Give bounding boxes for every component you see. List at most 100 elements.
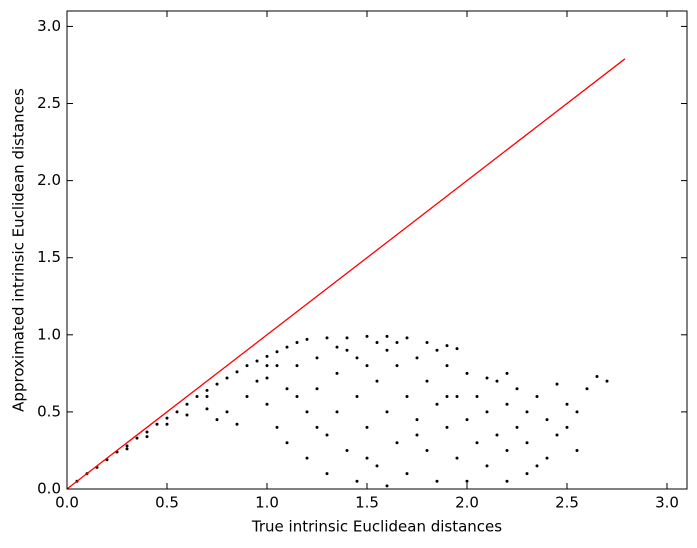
point: [275, 364, 279, 368]
point: [435, 479, 439, 483]
point: [395, 441, 399, 445]
point: [445, 425, 449, 429]
point: [295, 394, 299, 398]
point: [255, 359, 259, 363]
point: [575, 410, 579, 414]
point: [375, 379, 379, 383]
point: [575, 448, 579, 452]
point: [595, 374, 599, 378]
point: [265, 402, 269, 406]
point: [505, 402, 509, 406]
point: [185, 402, 189, 406]
point: [195, 394, 199, 398]
point: [585, 387, 589, 391]
point: [215, 418, 219, 422]
point: [305, 456, 309, 460]
point: [445, 344, 449, 348]
point: [295, 341, 299, 345]
point: [315, 425, 319, 429]
point: [265, 364, 269, 368]
point: [275, 425, 279, 429]
point: [475, 394, 479, 398]
point: [555, 382, 559, 386]
point: [365, 456, 369, 460]
point: [395, 341, 399, 345]
point: [425, 448, 429, 452]
point: [235, 370, 239, 374]
point: [485, 376, 489, 380]
point: [365, 364, 369, 368]
point: [375, 341, 379, 345]
point: [385, 348, 389, 352]
point: [465, 418, 469, 422]
x-tick-label: 3.0: [655, 494, 679, 512]
point: [555, 433, 559, 437]
point: [255, 379, 259, 383]
point: [225, 410, 229, 414]
point: [175, 410, 179, 414]
point: [455, 394, 459, 398]
point: [315, 356, 319, 360]
point: [515, 387, 519, 391]
point: [545, 456, 549, 460]
point: [275, 350, 279, 354]
point: [505, 448, 509, 452]
point: [545, 418, 549, 422]
point: [415, 433, 419, 437]
point: [425, 379, 429, 383]
point: [315, 387, 319, 391]
point: [405, 472, 409, 476]
point: [465, 479, 469, 483]
point: [495, 379, 499, 383]
x-tick-label: 2.0: [455, 494, 479, 512]
point: [125, 447, 129, 451]
x-tick-label: 1.0: [255, 494, 279, 512]
point: [305, 337, 309, 341]
point: [415, 418, 419, 422]
point: [505, 371, 509, 375]
point: [385, 334, 389, 338]
plot-frame: [66, 10, 688, 490]
point: [385, 410, 389, 414]
point: [335, 345, 339, 349]
point: [385, 484, 389, 488]
point: [365, 334, 369, 338]
point: [455, 456, 459, 460]
point: [425, 341, 429, 345]
point: [245, 394, 249, 398]
point: [565, 425, 569, 429]
point: [355, 394, 359, 398]
point: [145, 430, 149, 434]
point: [485, 410, 489, 414]
point: [205, 394, 209, 398]
y-tick-label: 0.5: [37, 402, 61, 420]
point: [435, 402, 439, 406]
point: [205, 388, 209, 392]
point: [165, 416, 169, 420]
point: [285, 387, 289, 391]
point: [515, 425, 519, 429]
point: [345, 448, 349, 452]
x-tick-label: 0.5: [155, 494, 179, 512]
point: [605, 379, 609, 383]
y-tick-label: 1.5: [37, 248, 61, 266]
x-tick-label: 0.0: [55, 494, 79, 512]
point: [185, 413, 189, 417]
point: [165, 422, 169, 426]
point: [245, 364, 249, 368]
point: [225, 376, 229, 380]
point: [145, 435, 149, 439]
point: [485, 464, 489, 468]
point: [215, 382, 219, 386]
point: [445, 364, 449, 368]
point: [355, 479, 359, 483]
point: [495, 433, 499, 437]
point: [345, 348, 349, 352]
point: [285, 441, 289, 445]
point: [415, 356, 419, 360]
point: [335, 410, 339, 414]
x-axis-label: True intrinsic Euclidean distances: [251, 518, 502, 536]
point: [325, 472, 329, 476]
point: [295, 364, 299, 368]
